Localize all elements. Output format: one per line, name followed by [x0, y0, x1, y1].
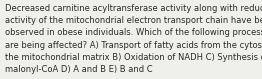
Text: activity of the mitochondrial electron transport chain have been: activity of the mitochondrial electron t… [5, 16, 262, 25]
Text: malonyl-CoA D) A and B E) B and C: malonyl-CoA D) A and B E) B and C [5, 65, 152, 74]
Text: Decreased carnitine acyltransferase activity along with reduced: Decreased carnitine acyltransferase acti… [5, 4, 262, 13]
Text: are being affected? A) Transport of fatty acids from the cytosol to: are being affected? A) Transport of fatt… [5, 41, 262, 50]
Text: the mitochondrial matrix B) Oxidation of NADH C) Synthesis of: the mitochondrial matrix B) Oxidation of… [5, 53, 262, 62]
Text: observed in obese individuals. Which of the following processes: observed in obese individuals. Which of … [5, 28, 262, 37]
